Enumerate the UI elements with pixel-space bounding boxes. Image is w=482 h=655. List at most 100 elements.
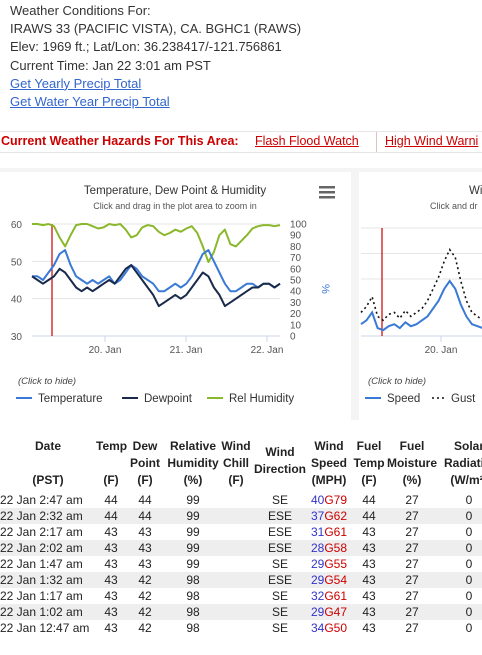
chart1-x-tick: 20. Jan — [89, 345, 122, 356]
legend-dewpoint-label[interactable]: Dewpoint — [144, 393, 193, 405]
table-cell-fmoist: 27 — [405, 557, 419, 571]
table-header-cell: Solar Radiation (W/m²) — [444, 439, 482, 487]
table-cell-solar: 0 — [465, 621, 473, 635]
table-cell-date: 22 Jan 2:17 am — [0, 525, 83, 539]
station-info: Weather Conditions For: IRAWS 33 (PACIFI… — [10, 2, 301, 111]
hazard-divider — [376, 132, 377, 152]
table-row: 22 Jan 2:02 am 43 43 99 ESE 28G58 43 27 0 — [0, 540, 482, 556]
table-cell-rh: 99 — [186, 509, 200, 523]
table-row: 22 Jan 1:47 am 43 43 99 SE 29G55 43 27 0 — [0, 556, 482, 572]
table-cell-dir: ESE — [267, 573, 292, 587]
chart1-y-right-label: % — [319, 284, 331, 294]
legend-temperature-label[interactable]: Temperature — [38, 393, 103, 405]
table-header-cell: Temp (F) — [96, 439, 128, 487]
wind-gust-value: G61 — [324, 589, 348, 603]
table-cell-dew: 42 — [138, 589, 152, 603]
table-cell-fmoist: 27 — [405, 621, 419, 635]
table-cell-ftemp: 43 — [362, 621, 376, 635]
table-cell-spd: 29G47 — [308, 604, 350, 620]
legend-dewpoint[interactable]: Dewpoint — [122, 393, 193, 405]
table-cell-fmoist: 27 — [405, 525, 419, 539]
table-cell-date: 22 Jan 1:17 am — [0, 589, 83, 603]
table-cell-rh: 99 — [186, 557, 200, 571]
table-cell-dir: ESE — [267, 525, 292, 539]
table-row: 22 Jan 1:32 am 43 42 98 ESE 29G54 43 27 0 — [0, 572, 482, 588]
table-cell-solar: 0 — [465, 509, 473, 523]
chart1-y-right-tick: 100 — [290, 220, 307, 231]
menu-icon-bar-2[interactable] — [319, 196, 335, 199]
temp-humidity-chart[interactable]: Temperature, Dew Point & Humidity Click a… — [0, 172, 351, 420]
chart1-y-left-tick: 30 — [11, 332, 23, 343]
table-row: 22 Jan 12:47 am 43 42 98 SE 34G50 43 27 0 — [0, 620, 482, 636]
menu-icon-bar-0[interactable] — [319, 186, 335, 189]
wind-speed-value: 34 — [310, 621, 325, 635]
table-cell-dew: 42 — [138, 573, 152, 587]
legend-rel-humidity[interactable]: Rel Humidity — [207, 393, 294, 405]
wind-chart-svg[interactable]: Wi Click and dr 20. Jan (Click to hide) Spee… — [359, 172, 482, 420]
table-row: 22 Jan 2:32 am 44 44 99 ESE 37G62 44 27 0 — [0, 508, 482, 524]
chart1-y-left-tick: 50 — [11, 257, 23, 268]
table-cell-spd: 29G54 — [308, 572, 350, 588]
table-cell-date: 22 Jan 2:02 am — [0, 541, 83, 555]
chart1-x-tick: 21. Jan — [170, 345, 203, 356]
table-cell-ftemp: 44 — [362, 493, 376, 507]
table-cell-solar: 0 — [465, 525, 473, 539]
water-year-precip-link[interactable]: Get Water Year Precip Total — [10, 94, 170, 110]
temp-humidity-chart-svg[interactable]: Temperature, Dew Point & Humidity Click a… — [0, 172, 351, 420]
wind-speed-value: 40 — [310, 493, 325, 507]
table-cell-solar: 0 — [465, 605, 473, 619]
wind-speed-value: 32 — [310, 589, 325, 603]
chart1-y-left-tick: 40 — [11, 295, 23, 306]
table-cell-fmoist: 27 — [405, 509, 419, 523]
table-cell-ftemp: 44 — [362, 509, 376, 523]
legend-rel-humidity-label[interactable]: Rel Humidity — [229, 393, 294, 405]
table-cell-ftemp: 43 — [362, 573, 376, 587]
chart2-hide-hint: (Click to hide) — [368, 376, 426, 387]
table-cell-spd: 28G58 — [308, 540, 350, 556]
hazard-flash-flood-link[interactable]: Flash Flood Watch — [255, 134, 359, 148]
table-row: 22 Jan 1:17 am 43 42 98 SE 32G61 43 27 0 — [0, 588, 482, 604]
table-cell-rh: 98 — [186, 573, 200, 587]
chart1-y-left-tick: 60 — [11, 220, 23, 231]
table-cell-fmoist: 27 — [405, 541, 419, 555]
table-cell-ftemp: 43 — [362, 541, 376, 555]
chart2-x-tick: 20. Jan — [425, 345, 458, 356]
table-cell-dew: 43 — [138, 557, 152, 571]
legend-speed-label[interactable]: Speed — [387, 393, 420, 405]
table-header-cell: Wind Chill (F) — [221, 439, 251, 487]
table-cell-temp: 44 — [104, 493, 118, 507]
menu-icon-bar-1[interactable] — [319, 191, 335, 194]
legend-gust-label[interactable]: Gust — [451, 393, 476, 405]
table-row: 22 Jan 1:02 am 43 42 98 SE 29G47 43 27 0 — [0, 604, 482, 620]
table-cell-fmoist: 27 — [405, 605, 419, 619]
table-cell-spd: 32G61 — [308, 588, 350, 604]
chart1-menu-icon[interactable] — [319, 186, 335, 199]
legend-temperature[interactable]: Temperature — [16, 393, 103, 405]
chart1-y-right-tick: 50 — [290, 276, 302, 287]
table-cell-rh: 98 — [186, 589, 200, 603]
table-header-cell: Fuel Moisture (%) — [386, 439, 437, 487]
chart1-y-right-tick: 60 — [290, 264, 302, 275]
table-cell-date: 22 Jan 2:47 am — [0, 493, 83, 507]
table-row: 22 Jan 2:17 am 43 43 99 ESE 31G61 43 27 0 — [0, 524, 482, 540]
wind-speed-value: 29 — [310, 557, 325, 571]
chart1-y-right-tick: 90 — [290, 231, 302, 242]
info-heading: Weather Conditions For: — [10, 3, 151, 18]
table-header-cell: Wind Speed (MPH) — [310, 439, 347, 487]
wind-gust-value: G55 — [324, 557, 348, 571]
hazard-high-wind-link[interactable]: High Wind Warni — [385, 134, 479, 148]
legend-speed[interactable]: Speed — [365, 393, 420, 405]
wind-gust-value: G50 — [324, 621, 348, 635]
wind-chart[interactable]: Wi Click and dr 20. Jan (Click to hide) Spee… — [359, 172, 482, 420]
chart1-y-right-tick: 0 — [290, 332, 296, 343]
chart1-hide-hint: (Click to hide) — [18, 376, 76, 387]
legend-gust[interactable]: Gust — [432, 393, 476, 405]
yearly-precip-link[interactable]: Get Yearly Precip Total — [10, 75, 142, 91]
table-cell-ftemp: 43 — [362, 557, 376, 571]
table-cell-dir: ESE — [267, 541, 292, 555]
table-cell-date: 22 Jan 1:02 am — [0, 605, 83, 619]
table-cell-spd: 34G50 — [308, 620, 350, 636]
charts-area: Temperature, Dew Point & Humidity Click a… — [0, 168, 482, 420]
table-cell-rh: 99 — [186, 493, 200, 507]
table-header-cell: Fuel Temp (F) — [353, 439, 385, 487]
